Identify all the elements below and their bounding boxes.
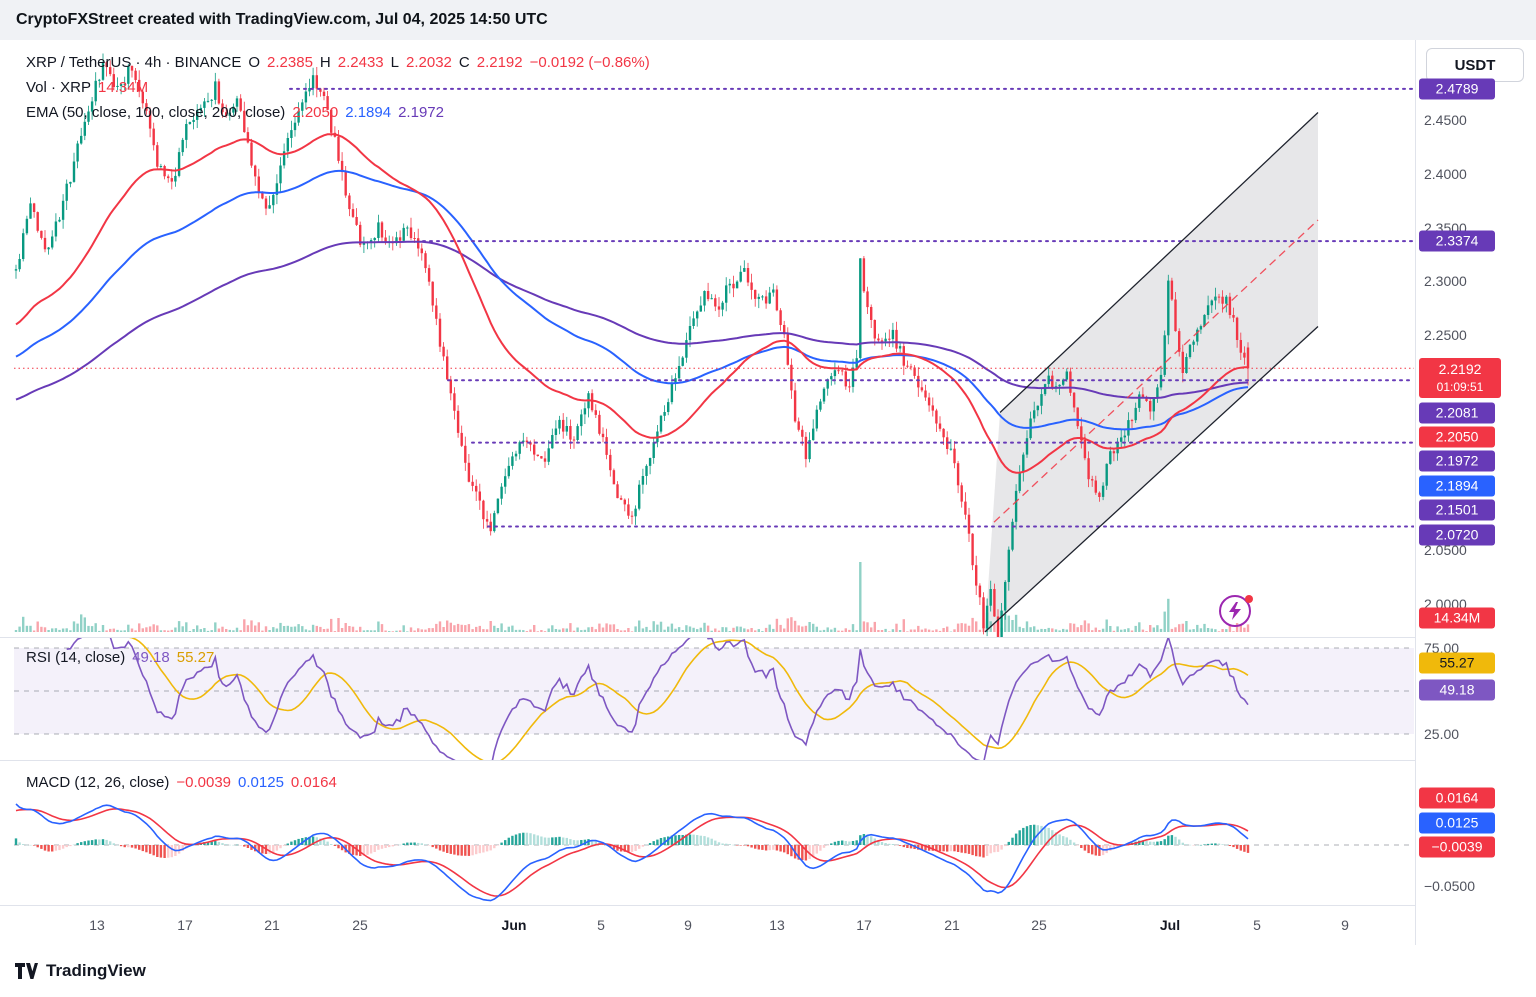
chart-area: XRP / TetherUS · 4h · BINANCE O 2.2385 H… xyxy=(0,40,1536,945)
close-value: 2.2192 xyxy=(476,54,523,71)
brand-name[interactable]: TradingView xyxy=(46,961,146,980)
open-value: 2.2385 xyxy=(267,54,313,71)
current-price-value: 2.2192 xyxy=(1438,361,1482,377)
macd-legend[interactable]: MACD (12, 26, close) −0.0039 0.0125 0.01… xyxy=(26,770,337,795)
time-axis[interactable]: 13 17 21 25 Jun 5 9 13 17 21 25 Jul 5 9 xyxy=(0,905,1415,945)
price-label-badge: 0.0164 xyxy=(1419,787,1495,809)
time-tick-25: 25 xyxy=(1031,917,1047,933)
time-tick-9: 9 xyxy=(1341,917,1349,933)
macd-line-value: 0.0125 xyxy=(238,774,284,791)
pane-separator[interactable] xyxy=(0,637,1415,638)
axis-tick: 75.00 xyxy=(1424,640,1460,656)
price-label-badge: 14.34M xyxy=(1419,607,1495,629)
ema-row[interactable]: EMA (50, close, 100, close, 200, close) … xyxy=(26,100,650,125)
price-axis[interactable]: USDT 2.2192 01:09:51 2.4500 2.4000 2.3500 2… xyxy=(1415,40,1536,945)
price-label-badge: 2.1894 xyxy=(1419,475,1495,497)
time-tick-jul: Jul xyxy=(1159,917,1181,933)
high-value: 2.2433 xyxy=(337,54,384,71)
main-legend: XRP / TetherUS · 4h · BINANCE O 2.2385 H… xyxy=(26,50,650,125)
axis-tick: −0.0500 xyxy=(1424,878,1475,894)
symbol-title[interactable]: XRP / TetherUS · 4h · BINANCE xyxy=(26,54,242,71)
time-tick-17: 17 xyxy=(177,917,193,933)
time-tick-jun: Jun xyxy=(501,917,527,933)
flash-icon[interactable] xyxy=(1219,595,1253,627)
volume-value: 14.34M xyxy=(98,79,149,96)
rsi-chart[interactable] xyxy=(14,637,1414,760)
time-tick-5: 5 xyxy=(597,917,605,933)
ema-label: EMA (50, close, 100, close, 200, close) xyxy=(26,104,286,121)
axis-tick: 2.4000 xyxy=(1424,166,1467,182)
price-label-badge: 2.2081 xyxy=(1419,402,1495,424)
open-label: O xyxy=(248,54,261,71)
symbol-row[interactable]: XRP / TetherUS · 4h · BINANCE O 2.2385 H… xyxy=(26,50,650,75)
axis-tick: 25.00 xyxy=(1424,726,1460,742)
tradingview-logo[interactable] xyxy=(14,961,38,981)
currency-button[interactable]: USDT xyxy=(1426,48,1524,82)
price-label-badge: 2.1972 xyxy=(1419,450,1495,472)
time-tick-25: 25 xyxy=(352,917,368,933)
time-tick-21: 21 xyxy=(944,917,960,933)
price-label-badge: −0.0039 xyxy=(1419,836,1495,858)
price-label-badge: 2.3374 xyxy=(1419,230,1495,252)
time-tick-13: 13 xyxy=(89,917,105,933)
header-title: CryptoFXStreet created with TradingView.… xyxy=(16,11,548,28)
time-tick-5: 5 xyxy=(1253,917,1261,933)
axis-tick: 2.2500 xyxy=(1424,327,1467,343)
macd-label: MACD (12, 26, close) xyxy=(26,774,170,791)
ema200-value: 2.1972 xyxy=(398,104,444,121)
header-bar: CryptoFXStreet created with TradingView.… xyxy=(0,0,1536,40)
ema100-value: 2.1894 xyxy=(345,104,392,121)
price-label-badge: 55.27 xyxy=(1419,652,1495,674)
footer: TradingView xyxy=(0,945,1536,997)
bar-countdown: 01:09:51 xyxy=(1436,380,1484,394)
axis-tick: 2.0500 xyxy=(1424,542,1467,558)
axis-tick: 2.3000 xyxy=(1424,273,1467,289)
price-label-badge: 0.0125 xyxy=(1419,812,1495,834)
ema50-value: 2.2050 xyxy=(292,104,339,121)
low-value: 2.2032 xyxy=(406,54,452,71)
notification-dot xyxy=(1245,595,1253,603)
volume-label: Vol · XRP xyxy=(26,79,92,96)
close-label: C xyxy=(458,54,470,71)
price-change: −0.0192 (−0.86%) xyxy=(529,54,650,71)
price-label-badge: 2.1501 xyxy=(1419,499,1495,521)
time-tick-9: 9 xyxy=(684,917,692,933)
pane-separator[interactable] xyxy=(0,760,1415,761)
price-label-badge: 2.2050 xyxy=(1419,426,1495,448)
rsi-ma-value: 55.27 xyxy=(176,649,215,666)
time-tick-21: 21 xyxy=(264,917,280,933)
volume-row[interactable]: Vol · XRP 14.34M xyxy=(26,75,650,100)
low-label: L xyxy=(390,54,399,71)
axis-tick: 2.4500 xyxy=(1424,112,1467,128)
price-label-badge: 49.18 xyxy=(1419,679,1495,701)
rsi-label: RSI (14, close) xyxy=(26,649,126,666)
macd-chart[interactable] xyxy=(14,760,1414,905)
time-tick-13: 13 xyxy=(769,917,785,933)
high-label: H xyxy=(319,54,331,71)
time-tick-17: 17 xyxy=(856,917,872,933)
lightning-bolt-icon xyxy=(1229,602,1241,620)
price-label-badge: 2.4789 xyxy=(1419,78,1495,100)
macd-signal-value: 0.0164 xyxy=(290,774,337,791)
price-label-badge: 2.0720 xyxy=(1419,524,1495,546)
rsi-legend[interactable]: RSI (14, close) 49.18 55.27 xyxy=(26,645,214,670)
macd-hist-value: −0.0039 xyxy=(176,774,232,791)
rsi-value: 49.18 xyxy=(132,649,170,666)
current-price-badge: 2.2192 01:09:51 xyxy=(1419,358,1501,398)
main-price-chart[interactable] xyxy=(14,40,1414,637)
